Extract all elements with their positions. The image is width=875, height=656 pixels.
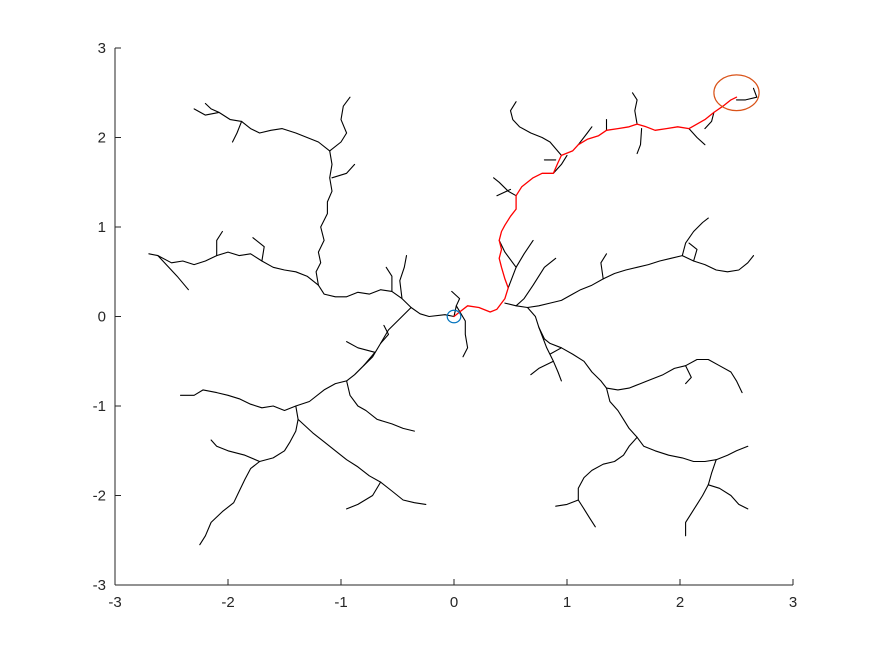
tree-branch-45 — [636, 128, 643, 155]
tree-branch-17 — [380, 324, 390, 344]
tree-branch-16 — [346, 341, 376, 367]
tree-branch-22 — [681, 217, 709, 257]
tree-branch-36 — [507, 239, 534, 289]
tree-branch-28 — [685, 459, 717, 537]
tree-branch-10 — [385, 266, 393, 292]
y-tick-label-1: -2 — [93, 488, 106, 505]
tree-branch-48 — [704, 111, 715, 130]
tree-branch-12 — [199, 405, 299, 546]
tree-branch-26 — [526, 306, 743, 394]
tree-branch-3 — [216, 230, 223, 257]
plot-area — [148, 74, 760, 546]
tree-branch-19 — [451, 290, 461, 318]
tree-branch-21 — [504, 255, 755, 309]
tree-branch-25 — [515, 257, 557, 307]
axes: -3 -2 -1 0 1 2 3 -3 -2 -1 0 1 2 3 — [93, 40, 798, 611]
tree-branch-35 — [685, 365, 692, 385]
x-tick-label-3: 0 — [450, 594, 458, 611]
start-marker — [446, 309, 462, 324]
tree-branch-42 — [509, 101, 562, 156]
tree-branch-43 — [577, 126, 593, 146]
tree-branch-9 — [399, 255, 408, 300]
y-tick-label-4: 1 — [98, 219, 106, 236]
x-tick-label-2: -1 — [334, 594, 347, 611]
tree-branch-27 — [605, 387, 749, 463]
x-tick-label-0: -3 — [108, 594, 121, 611]
y-tick-label-6: 3 — [98, 40, 106, 57]
tree-branch-49 — [735, 87, 758, 101]
tree-branch-0 — [148, 251, 455, 318]
tree-branch-38 — [493, 177, 517, 197]
tree-branch-11 — [179, 306, 412, 412]
tree-branch-5 — [331, 163, 356, 179]
tree-branch-40 — [552, 154, 568, 174]
y-tick-label-3: 0 — [98, 309, 106, 326]
y-tick-label-2: -1 — [93, 398, 106, 415]
tree-branch-18 — [346, 481, 382, 510]
x-tick-label-5: 2 — [676, 594, 684, 611]
path-segment-0 — [453, 96, 738, 318]
tree-branch-37 — [498, 239, 517, 268]
tree-branch-39 — [496, 188, 512, 197]
goal-marker — [713, 74, 760, 112]
tree-branch-29 — [707, 484, 749, 510]
tree-branch-46 — [631, 92, 638, 125]
tree-branch-6 — [329, 96, 351, 152]
tree-branch-4 — [252, 237, 265, 262]
x-tick-label-4: 1 — [563, 594, 571, 611]
tree-branch-15 — [210, 439, 261, 463]
tree-branch-24 — [600, 253, 608, 280]
tree-branch-34 — [549, 347, 562, 355]
tree-branch-31 — [555, 499, 579, 507]
tree-branch-14 — [346, 380, 415, 432]
x-tick-label-6: 3 — [789, 594, 797, 611]
tree-branch-1 — [204, 102, 333, 286]
y-tick-label-5: 2 — [98, 130, 106, 147]
tree-branch-13 — [297, 418, 427, 505]
tree-branch-33 — [530, 360, 554, 376]
tree-branch-2 — [157, 255, 189, 291]
tree-branch-8 — [193, 108, 220, 116]
tree-branch-23 — [688, 242, 698, 262]
tree-branch-20 — [455, 305, 469, 358]
tree-branch-7 — [231, 120, 243, 143]
x-tick-label-1: -2 — [221, 594, 234, 611]
tree-branch-30 — [577, 436, 638, 528]
tree-branch-47 — [688, 128, 706, 146]
y-tick-label-0: -3 — [93, 577, 106, 594]
